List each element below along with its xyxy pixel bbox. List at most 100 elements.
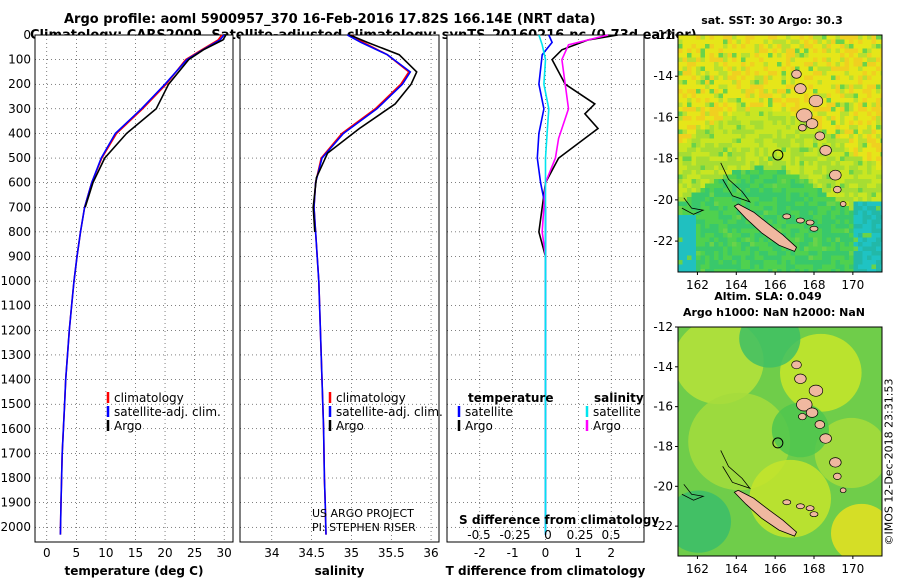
map-cell xyxy=(817,125,823,130)
map-cell xyxy=(849,120,854,126)
map-cell xyxy=(858,188,863,193)
map-cell xyxy=(799,224,805,229)
map-cell xyxy=(732,210,737,216)
map-cell xyxy=(876,251,881,256)
map-cell xyxy=(763,260,769,265)
map-cell xyxy=(709,264,715,270)
argo-location-marker xyxy=(772,437,784,449)
map-cell xyxy=(858,107,863,112)
map-cell xyxy=(835,215,841,220)
map-cell xyxy=(732,183,737,189)
y-tick-label: 1000 xyxy=(0,274,31,288)
map-cell xyxy=(759,264,764,270)
map-cell xyxy=(763,98,769,103)
map-cell xyxy=(840,165,845,171)
map-cell xyxy=(759,152,764,157)
map-cell xyxy=(732,152,737,157)
x-tick-label: 35.5 xyxy=(378,546,405,560)
map-cell xyxy=(723,125,728,130)
map-cell xyxy=(678,192,683,198)
map-cell xyxy=(768,93,773,99)
map-cell xyxy=(777,66,782,72)
map-cell xyxy=(700,192,706,198)
map-cell xyxy=(754,53,760,58)
map-cell xyxy=(804,224,809,229)
map-cell xyxy=(790,219,796,225)
map-cell xyxy=(723,165,728,171)
map-cell xyxy=(718,75,724,81)
map-cell xyxy=(795,48,800,54)
map-cell xyxy=(741,111,746,117)
map-cell xyxy=(795,98,800,103)
map-cell xyxy=(772,179,778,184)
map-cell xyxy=(853,107,859,112)
map-cell xyxy=(687,39,692,45)
map-cell xyxy=(732,215,737,220)
map-cell xyxy=(763,147,769,153)
map-cell xyxy=(804,161,809,166)
map-cell xyxy=(876,138,881,144)
legend-label: climatology xyxy=(336,391,406,405)
map-cell xyxy=(826,125,832,130)
map-cell xyxy=(750,75,755,81)
map-cell xyxy=(871,35,877,40)
map-cell xyxy=(849,80,854,85)
map-cell xyxy=(718,255,724,261)
map-cell xyxy=(718,233,724,238)
map-cell xyxy=(808,71,814,76)
map-cell xyxy=(786,138,791,144)
map-cell xyxy=(862,116,868,121)
map-cell xyxy=(732,48,737,54)
map-cell xyxy=(790,44,796,49)
map-cell xyxy=(795,233,800,238)
map-cell xyxy=(835,264,841,270)
map-cell xyxy=(705,174,710,180)
map-cell xyxy=(781,89,787,94)
map-cell xyxy=(817,251,823,256)
map-cell xyxy=(867,71,872,76)
map-cell xyxy=(759,138,764,144)
map-cell xyxy=(705,224,710,229)
map-cell xyxy=(759,156,764,162)
map-cell xyxy=(696,129,701,135)
map-cell xyxy=(700,264,706,270)
map-cell xyxy=(768,246,773,252)
map-cell xyxy=(844,165,850,171)
map-cell xyxy=(696,35,701,40)
map-cell xyxy=(750,84,755,90)
map-cell xyxy=(687,147,692,153)
map-cell xyxy=(705,246,710,252)
map-cell xyxy=(718,201,724,207)
map-cell xyxy=(718,125,724,130)
map-cell xyxy=(844,174,850,180)
map-cell xyxy=(687,260,692,265)
map-cell xyxy=(745,84,751,90)
x-tick-label: 36 xyxy=(423,546,438,560)
map-cell xyxy=(754,84,760,90)
map-cell xyxy=(714,75,719,81)
map-cell xyxy=(831,66,836,72)
map-cell xyxy=(876,89,881,94)
map-cell xyxy=(723,215,728,220)
map-cell xyxy=(876,228,881,234)
map-cell xyxy=(754,93,760,99)
map-cell xyxy=(759,98,764,103)
map-cell xyxy=(808,215,814,220)
map-cell xyxy=(795,62,800,67)
map-cell xyxy=(700,44,706,49)
map-cell xyxy=(772,215,778,220)
map-cell xyxy=(844,152,850,157)
map-cell xyxy=(876,260,881,265)
map-cell xyxy=(777,219,782,225)
map-cell xyxy=(759,143,764,148)
map-cell xyxy=(808,134,814,139)
map-cell xyxy=(813,188,818,193)
map-cell xyxy=(678,179,683,184)
map-cell xyxy=(700,206,706,211)
map-cell xyxy=(849,53,854,58)
map-cell xyxy=(795,156,800,162)
map-cell xyxy=(777,215,782,220)
map-cell xyxy=(759,192,764,198)
map-cell xyxy=(799,179,805,184)
map-cell xyxy=(696,174,701,180)
